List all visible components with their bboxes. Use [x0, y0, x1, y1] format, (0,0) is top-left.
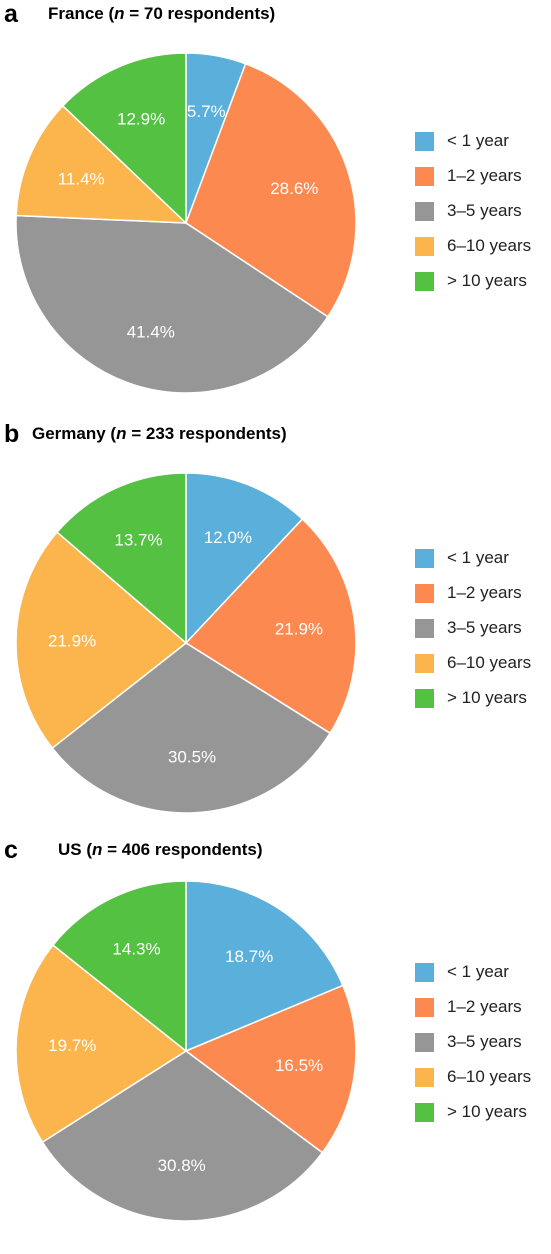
- legend-label: 6–10 years: [447, 1067, 532, 1086]
- legend-swatch: [415, 689, 434, 708]
- title-n: n: [116, 424, 127, 443]
- legend-swatch: [415, 202, 434, 221]
- data-label: 19.7%: [48, 1036, 96, 1055]
- data-label: 21.9%: [48, 631, 96, 650]
- title-suffix: = 70 respondents): [124, 4, 276, 23]
- legend-label: > 10 years: [447, 271, 527, 290]
- data-label: 14.3%: [112, 939, 160, 958]
- title-suffix: = 406 respondents): [102, 840, 263, 859]
- chart-title: Germany (n = 233 respondents): [32, 424, 287, 444]
- title-prefix: France (: [48, 4, 115, 23]
- legend-label: 6–10 years: [447, 653, 532, 672]
- data-label: 13.7%: [114, 530, 162, 549]
- panel-letter: c: [4, 836, 18, 864]
- pie-slice-6-10-years: [15, 531, 188, 750]
- data-label: 30.8%: [158, 1156, 206, 1175]
- legend-label: < 1 year: [447, 548, 509, 567]
- legend-label: 3–5 years: [447, 618, 522, 637]
- pie-slice-over-10-years: [51, 880, 187, 1053]
- legend-swatch: [415, 132, 434, 151]
- legend-label: 1–2 years: [447, 166, 522, 185]
- title-n: n: [92, 840, 103, 859]
- legend-swatch: [415, 963, 434, 982]
- legend-label: 1–2 years: [447, 997, 522, 1016]
- title-n: n: [114, 4, 125, 23]
- pie-slice-6-10-years: [15, 944, 188, 1144]
- data-label: 21.9%: [275, 619, 323, 638]
- legend-swatch: [415, 167, 434, 186]
- pie-slice-6-10-years: [15, 104, 188, 224]
- chart-title: US (n = 406 respondents): [58, 840, 263, 860]
- legend-swatch: [415, 272, 434, 291]
- data-label: 12.9%: [117, 109, 165, 128]
- pie-slice-3-5-years: [51, 642, 332, 814]
- legend-swatch: [415, 619, 434, 638]
- legend-swatch: [415, 1103, 434, 1122]
- pie-slice-under-1-year: [185, 880, 344, 1053]
- pie-slice-3-5-years: [15, 214, 329, 394]
- pie-slice-1-2-years: [185, 62, 357, 318]
- panel-letter: b: [4, 420, 20, 448]
- data-label: 41.4%: [127, 322, 175, 341]
- data-label: 18.7%: [225, 947, 273, 966]
- panel-france: a France (n = 70 respondents) 5.7% 28.6% 4…: [0, 0, 551, 418]
- legend-label: 1–2 years: [447, 583, 522, 602]
- legend-swatch: [415, 998, 434, 1017]
- legend-swatch: [415, 654, 434, 673]
- legend-label: > 10 years: [447, 688, 527, 707]
- panel-germany: b Germany (n = 233 respondents) 12.0% 21.…: [0, 420, 551, 838]
- pie-slice-over-10-years: [61, 52, 187, 225]
- legend-swatch: [415, 1068, 434, 1087]
- legend-label: < 1 year: [447, 131, 509, 150]
- title-prefix: US (: [58, 840, 92, 859]
- data-label: 30.5%: [168, 748, 216, 767]
- pie-chart: 5.7% 28.6% 41.4% 11.4% 12.9%: [15, 52, 357, 394]
- pie-slice-1-2-years: [184, 518, 357, 735]
- data-label: 28.6%: [270, 179, 318, 198]
- legend-label: 6–10 years: [447, 236, 532, 255]
- title-suffix: = 233 respondents): [126, 424, 287, 443]
- pie-chart: 12.0% 21.9% 30.5% 21.9% 13.7%: [15, 472, 357, 814]
- pie-slice-1-2-years: [184, 984, 357, 1154]
- legend-swatch: [415, 584, 434, 603]
- legend-swatch: [415, 549, 434, 568]
- legend-swatch: [415, 237, 434, 256]
- pie-slice-over-10-years: [56, 472, 187, 645]
- legend-swatch: [415, 1033, 434, 1052]
- title-prefix: Germany (: [32, 424, 117, 443]
- data-label: 16.5%: [275, 1056, 323, 1075]
- data-label: 12.0%: [204, 528, 252, 547]
- legend-label: > 10 years: [447, 1102, 527, 1121]
- data-label: 11.4%: [58, 169, 105, 188]
- legend-label: 3–5 years: [447, 201, 522, 220]
- pie-chart: 18.7% 16.5% 30.8% 19.7% 14.3%: [15, 880, 357, 1222]
- panel-us: c US (n = 406 respondents) 18.7% 16.5% 30.…: [0, 836, 551, 1254]
- data-label: 5.7%: [187, 102, 226, 121]
- pie-slice-under-1-year: [185, 472, 304, 645]
- chart-title: France (n = 70 respondents): [48, 4, 275, 24]
- legend-label: < 1 year: [447, 962, 509, 981]
- panel-letter: a: [4, 0, 18, 28]
- legend-label: 3–5 years: [447, 1032, 522, 1051]
